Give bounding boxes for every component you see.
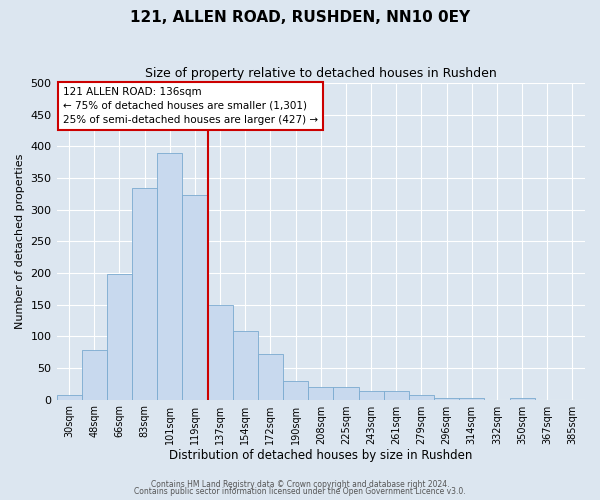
Bar xyxy=(409,394,434,400)
X-axis label: Distribution of detached houses by size in Rushden: Distribution of detached houses by size … xyxy=(169,450,472,462)
Bar xyxy=(383,390,409,400)
Y-axis label: Number of detached properties: Number of detached properties xyxy=(15,154,25,329)
Bar xyxy=(308,387,334,400)
Bar xyxy=(132,188,157,400)
Bar xyxy=(283,380,308,400)
Bar xyxy=(157,152,182,400)
Bar xyxy=(258,354,283,400)
Bar xyxy=(334,387,359,400)
Bar xyxy=(233,331,258,400)
Bar xyxy=(434,398,459,400)
Bar xyxy=(56,394,82,400)
Bar xyxy=(107,274,132,400)
Text: 121, ALLEN ROAD, RUSHDEN, NN10 0EY: 121, ALLEN ROAD, RUSHDEN, NN10 0EY xyxy=(130,10,470,25)
Bar xyxy=(208,306,233,400)
Text: Contains HM Land Registry data © Crown copyright and database right 2024.: Contains HM Land Registry data © Crown c… xyxy=(151,480,449,489)
Bar xyxy=(82,350,107,400)
Text: 121 ALLEN ROAD: 136sqm
← 75% of detached houses are smaller (1,301)
25% of semi-: 121 ALLEN ROAD: 136sqm ← 75% of detached… xyxy=(63,87,318,125)
Title: Size of property relative to detached houses in Rushden: Size of property relative to detached ho… xyxy=(145,68,497,80)
Bar xyxy=(509,398,535,400)
Bar xyxy=(459,398,484,400)
Bar xyxy=(359,390,383,400)
Text: Contains public sector information licensed under the Open Government Licence v3: Contains public sector information licen… xyxy=(134,487,466,496)
Bar xyxy=(182,195,208,400)
